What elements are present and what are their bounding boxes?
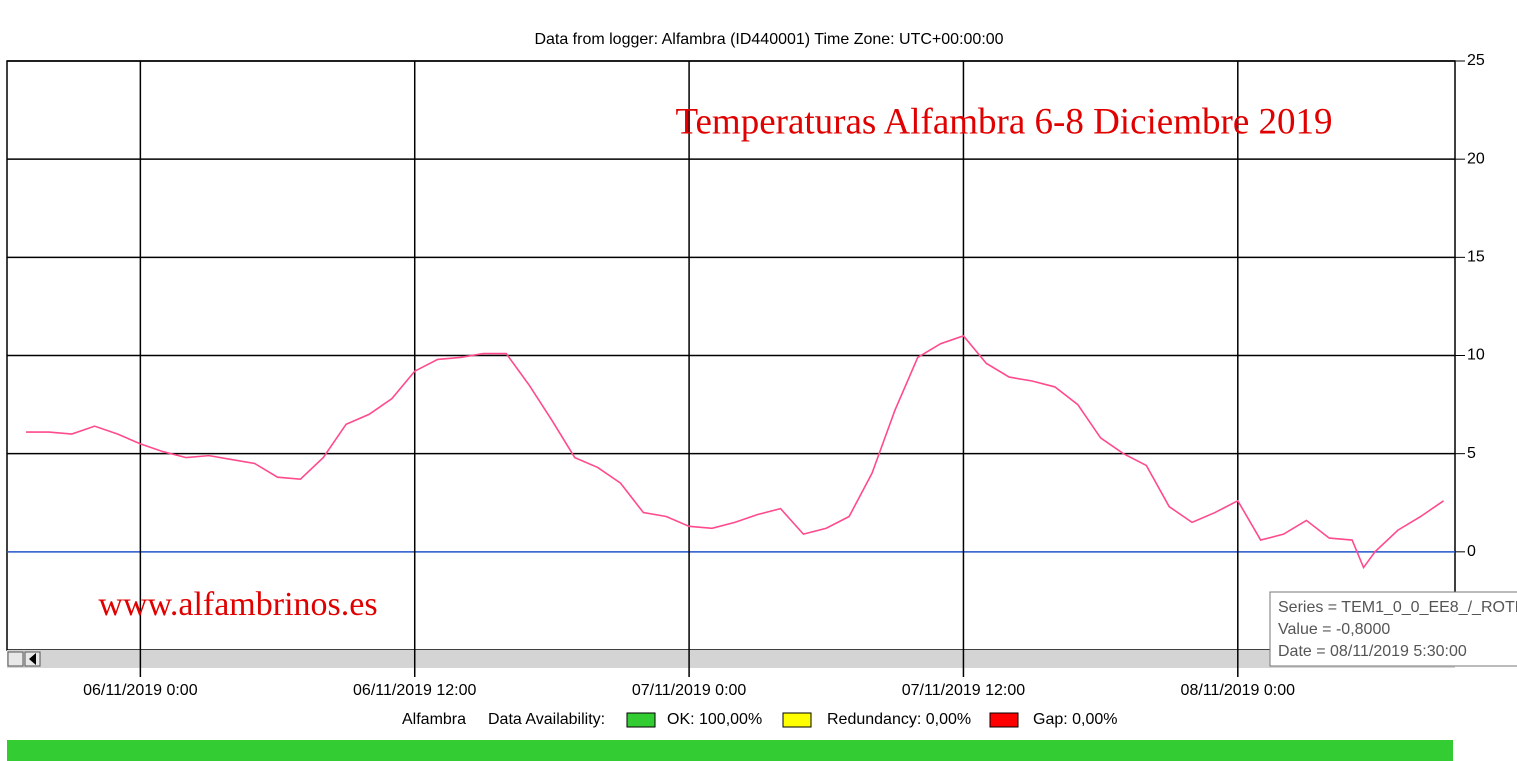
legend-swatch	[989, 712, 1019, 728]
tooltip-box	[1269, 591, 1517, 667]
series	[26, 334, 1445, 570]
x-tick-label: 06/11/2019 0:00	[83, 682, 198, 699]
x-tick-label: 07/11/2019 12:00	[902, 682, 1025, 699]
y-tick-label: 5	[1467, 445, 1476, 462]
tooltip-line: Date = 08/11/2019 5:30:00	[1278, 643, 1467, 660]
x-tick-label: 07/11/2019 0:00	[632, 682, 747, 699]
header: Data from logger: Alfambra (ID440001) Ti…	[534, 31, 1003, 48]
tooltip-line: Value = -0,8000	[1278, 621, 1390, 638]
legend-ok: OK: 100,00%	[667, 711, 762, 728]
data-line	[26, 334, 1445, 570]
tooltip-line: Series = TEM1_0_0_EE8_/_ROTR	[1278, 599, 1517, 616]
scroll-reset[interactable]	[7, 651, 24, 667]
tooltip: Series = TEM1_0_0_EE8_/_ROTR Value = -0,…	[1269, 591, 1517, 667]
legend-redundancy: Redundancy: 0,00%	[827, 711, 971, 728]
availability-bar	[7, 740, 1453, 761]
y-tick-label: 20	[1467, 150, 1485, 167]
legend-swatch	[782, 712, 812, 728]
legend-series: Alfambra	[402, 711, 466, 728]
x-tick-label: 08/11/2019 0:00	[1181, 682, 1296, 699]
y-tick-label: 25	[1467, 52, 1485, 69]
x-tick-label: 06/11/2019 12:00	[353, 682, 476, 699]
overlay-title: Temperaturas Alfambra 6-8 Diciembre 2019	[675, 101, 1332, 142]
legend-swatch	[626, 712, 656, 728]
legend-label: Data Availability:	[488, 711, 605, 728]
y-tick-label: 10	[1467, 347, 1485, 364]
y-tick-label: 15	[1467, 249, 1485, 266]
grid	[7, 60, 1465, 650]
legend: Alfambra Data Availability: OK: 100,00% …	[402, 711, 1118, 728]
legend-gap: Gap: 0,00%	[1033, 711, 1118, 728]
scrollbar[interactable]	[7, 650, 1455, 668]
arrow-icon	[29, 653, 36, 665]
watermark: www.alfambrinos.es	[98, 586, 377, 623]
y-tick-label: 0	[1467, 543, 1476, 560]
